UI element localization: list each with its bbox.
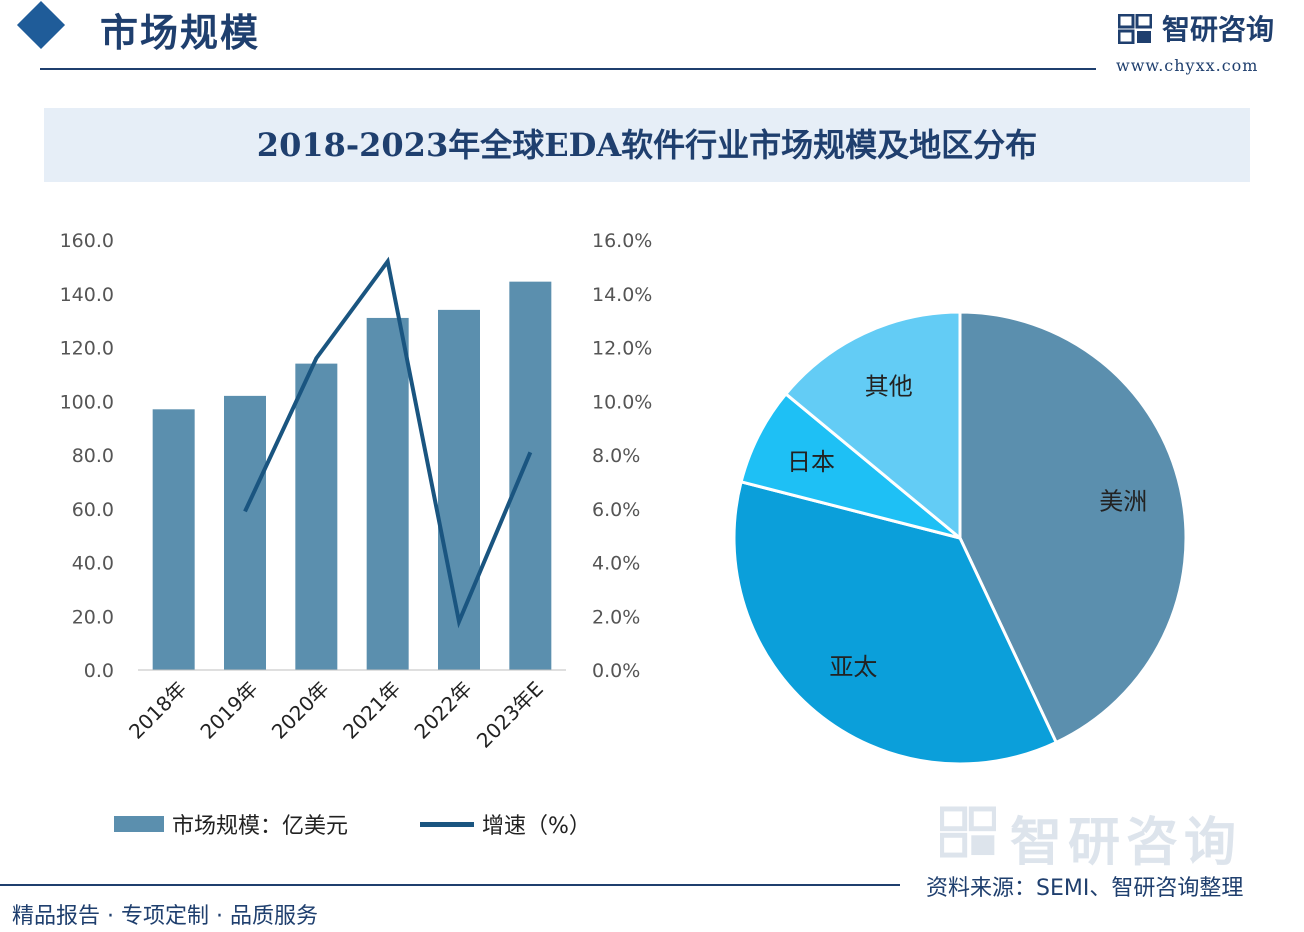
market-size-bar xyxy=(152,409,195,670)
category-label: 2022年 xyxy=(409,677,476,744)
right-axis-tick: 14.0% xyxy=(592,284,652,306)
category-label: 2019年 xyxy=(195,677,262,744)
market-size-bar xyxy=(366,317,409,670)
left-axis-tick: 40.0 xyxy=(72,553,114,575)
right-axis-tick: 12.0% xyxy=(592,338,652,360)
brand-url: www.chyxx.com xyxy=(1116,56,1259,75)
market-size-bar xyxy=(438,309,480,670)
pie-slice xyxy=(958,310,1188,745)
left-axis-tick: 0.0 xyxy=(84,660,114,682)
left-axis-tick: 140.0 xyxy=(60,284,114,306)
brand-name: 智研咨询 xyxy=(1162,13,1275,46)
right-axis-tick: 10.0% xyxy=(592,391,652,413)
header-divider xyxy=(40,68,1096,70)
header-diamond-icon xyxy=(16,0,66,50)
market-size-bar xyxy=(509,281,552,670)
left-axis-tick: 100.0 xyxy=(60,391,114,413)
pie-slice-label: 其他 xyxy=(865,373,913,401)
pie-slice-label: 日本 xyxy=(787,448,835,476)
right-axis-tick: 16.0% xyxy=(592,230,652,252)
title-band xyxy=(44,108,1250,182)
right-axis-tick: 2.0% xyxy=(592,606,640,628)
legend-label-market-size: 市场规模：亿美元 xyxy=(172,814,349,839)
chart-title: 2018-2023年全球EDA软件行业市场规模及地区分布 xyxy=(256,126,1038,164)
pie-slice xyxy=(783,310,962,542)
legend-swatch-growth xyxy=(420,822,474,827)
right-axis-tick: 6.0% xyxy=(592,499,640,521)
category-label: 2021年 xyxy=(338,677,405,744)
footer-divider xyxy=(0,884,900,886)
left-axis-tick: 20.0 xyxy=(72,606,114,628)
growth-line xyxy=(243,256,533,629)
right-axis-tick: 4.0% xyxy=(592,553,640,575)
market-size-bar xyxy=(224,395,266,670)
footer-tagline: 精品报告 · 专项定制 · 品质服务 xyxy=(12,904,318,929)
section-title: 市场规模 xyxy=(100,11,261,55)
watermark-logo-icon xyxy=(940,806,996,858)
market-size-bar xyxy=(295,363,338,670)
right-axis-tick: 8.0% xyxy=(592,445,640,467)
legend-swatch-market-size xyxy=(114,816,164,832)
left-axis-tick: 60.0 xyxy=(72,499,114,521)
category-label: 2023年E xyxy=(472,677,548,753)
legend-label-growth: 增速（%） xyxy=(482,814,591,839)
left-axis-tick: 120.0 xyxy=(60,338,114,360)
right-axis-tick: 0.0% xyxy=(592,660,640,682)
category-label: 2020年 xyxy=(267,677,334,744)
pie-slice-label: 亚太 xyxy=(829,653,877,681)
source-note: 资料来源：SEMI、智研咨询整理 xyxy=(926,876,1244,901)
watermark-text: 智研咨询 xyxy=(1010,813,1243,873)
pie-slice-label: 美洲 xyxy=(1099,488,1147,516)
pie-slice xyxy=(732,479,1059,766)
bar-line-chart: 0.020.040.060.080.0100.0120.0140.0160.0 … xyxy=(60,230,653,753)
left-axis-tick: 160.0 xyxy=(60,230,114,252)
left-axis-tick: 80.0 xyxy=(72,445,114,467)
category-label: 2018年 xyxy=(124,677,191,744)
brand-logo-icon xyxy=(1118,14,1152,44)
